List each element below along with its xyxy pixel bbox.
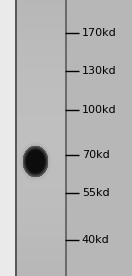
Text: 40kd: 40kd bbox=[82, 235, 110, 245]
Text: 70kd: 70kd bbox=[82, 150, 110, 160]
Text: 100kd: 100kd bbox=[82, 105, 116, 115]
Text: 170kd: 170kd bbox=[82, 28, 117, 38]
Text: 55kd: 55kd bbox=[82, 188, 109, 198]
Text: 130kd: 130kd bbox=[82, 66, 116, 76]
